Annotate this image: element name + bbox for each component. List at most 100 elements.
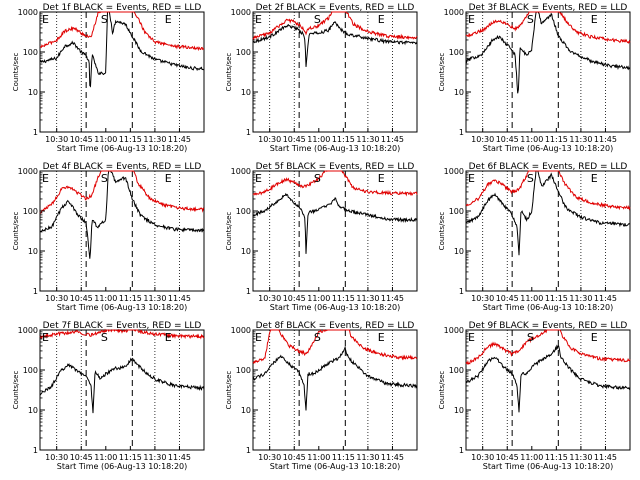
series-events [252,20,418,67]
interval-marker-label: S [527,172,534,185]
y-axis-label: Counts/sec [225,53,233,92]
x-tick-label: 10:45 [283,453,306,462]
x-tick-label: 11:45 [381,135,404,144]
y-axis-label: Counts/sec [438,371,446,410]
x-tick-label: 11:00 [520,294,543,303]
interval-marker-label: E [42,172,49,185]
x-tick-label: 11:45 [381,294,404,303]
y-tick-label: 10 [454,247,464,256]
panel-title: Det 4f BLACK = Events, RED = LLD [43,162,202,172]
x-tick-label: 11:30 [356,294,379,303]
y-tick-label: 1 [246,446,251,455]
x-tick-label: 11:15 [332,135,355,144]
series-lld [465,170,631,211]
x-tick-label: 10:30 [258,294,281,303]
interval-marker-label: S [527,13,534,26]
interval-marker-label: E [42,331,49,344]
x-tick-label: 10:30 [471,135,494,144]
y-axis-label: Counts/sec [438,212,446,251]
series-lld [39,170,205,214]
x-tick-label: 11:45 [168,294,191,303]
y-tick-label: 100 [449,207,464,216]
x-tick-label: 11:00 [520,135,543,144]
y-tick-label: 100 [236,366,251,375]
x-tick-label: 11:15 [545,294,568,303]
series-events [39,11,205,88]
x-axis-label: Start Time (06-Aug-13 10:18:20) [270,303,401,312]
x-tick-label: 11:45 [594,135,617,144]
y-tick-label: 1000 [444,326,464,335]
x-tick-label: 11:45 [594,453,617,462]
x-axis-label: Start Time (06-Aug-13 10:18:20) [57,303,188,312]
series-events [465,344,631,413]
x-tick-label: 10:45 [283,135,306,144]
x-tick-label: 11:30 [143,294,166,303]
x-tick-label: 11:15 [545,135,568,144]
interval-marker-label: S [314,331,321,344]
y-tick-label: 1000 [444,8,464,17]
y-axis-label: Counts/sec [12,212,20,251]
x-tick-label: 11:30 [356,453,379,462]
series-lld [39,328,205,340]
interval-marker-label: E [255,172,262,185]
x-tick-label: 11:00 [94,453,117,462]
y-tick-label: 1 [246,128,251,137]
x-tick-label: 10:30 [45,135,68,144]
interval-marker-label: E [378,331,385,344]
x-tick-label: 11:15 [332,294,355,303]
x-axis-label: Start Time (06-Aug-13 10:18:20) [483,303,614,312]
y-tick-label: 10 [28,247,38,256]
y-tick-label: 1000 [444,167,464,176]
y-tick-label: 100 [449,366,464,375]
interval-marker-label: E [468,172,475,185]
x-tick-label: 10:30 [258,135,281,144]
series-lld [252,170,418,197]
y-tick-label: 1 [459,287,464,296]
interval-marker-label: E [255,331,262,344]
interval-marker-label: E [591,331,598,344]
x-tick-label: 11:15 [119,453,142,462]
y-tick-label: 1 [246,287,251,296]
y-tick-label: 10 [241,406,251,415]
x-tick-label: 11:00 [520,453,543,462]
x-axis-label: Start Time (06-Aug-13 10:18:20) [270,144,401,153]
y-tick-label: 1000 [231,326,251,335]
panel-title: Det 5f BLACK = Events, RED = LLD [256,162,415,172]
x-tick-label: 10:45 [496,294,519,303]
y-tick-label: 10 [454,406,464,415]
x-tick-label: 10:45 [496,135,519,144]
x-tick-label: 11:00 [307,294,330,303]
x-tick-label: 10:45 [70,453,93,462]
x-tick-label: 11:00 [94,135,117,144]
interval-marker-label: E [468,331,475,344]
interval-marker-label: S [527,331,534,344]
interval-marker-label: E [591,172,598,185]
interval-marker-label: S [101,13,108,26]
panel-title: Det 1f BLACK = Events, RED = LLD [43,3,202,13]
plot-frame [39,329,205,451]
y-tick-label: 10 [28,406,38,415]
y-tick-label: 100 [236,207,251,216]
y-tick-label: 1000 [18,167,38,176]
x-tick-label: 10:30 [258,453,281,462]
interval-marker-label: E [165,13,172,26]
y-tick-label: 1 [459,446,464,455]
y-tick-label: 1 [33,128,38,137]
panel-title: Det 6f BLACK = Events, RED = LLD [469,162,628,172]
x-tick-label: 10:30 [471,294,494,303]
x-tick-label: 11:45 [381,453,404,462]
x-tick-label: 10:45 [70,135,93,144]
interval-marker-label: S [314,13,321,26]
x-tick-label: 11:15 [119,294,142,303]
interval-marker-label: E [255,13,262,26]
x-tick-label: 11:45 [168,453,191,462]
